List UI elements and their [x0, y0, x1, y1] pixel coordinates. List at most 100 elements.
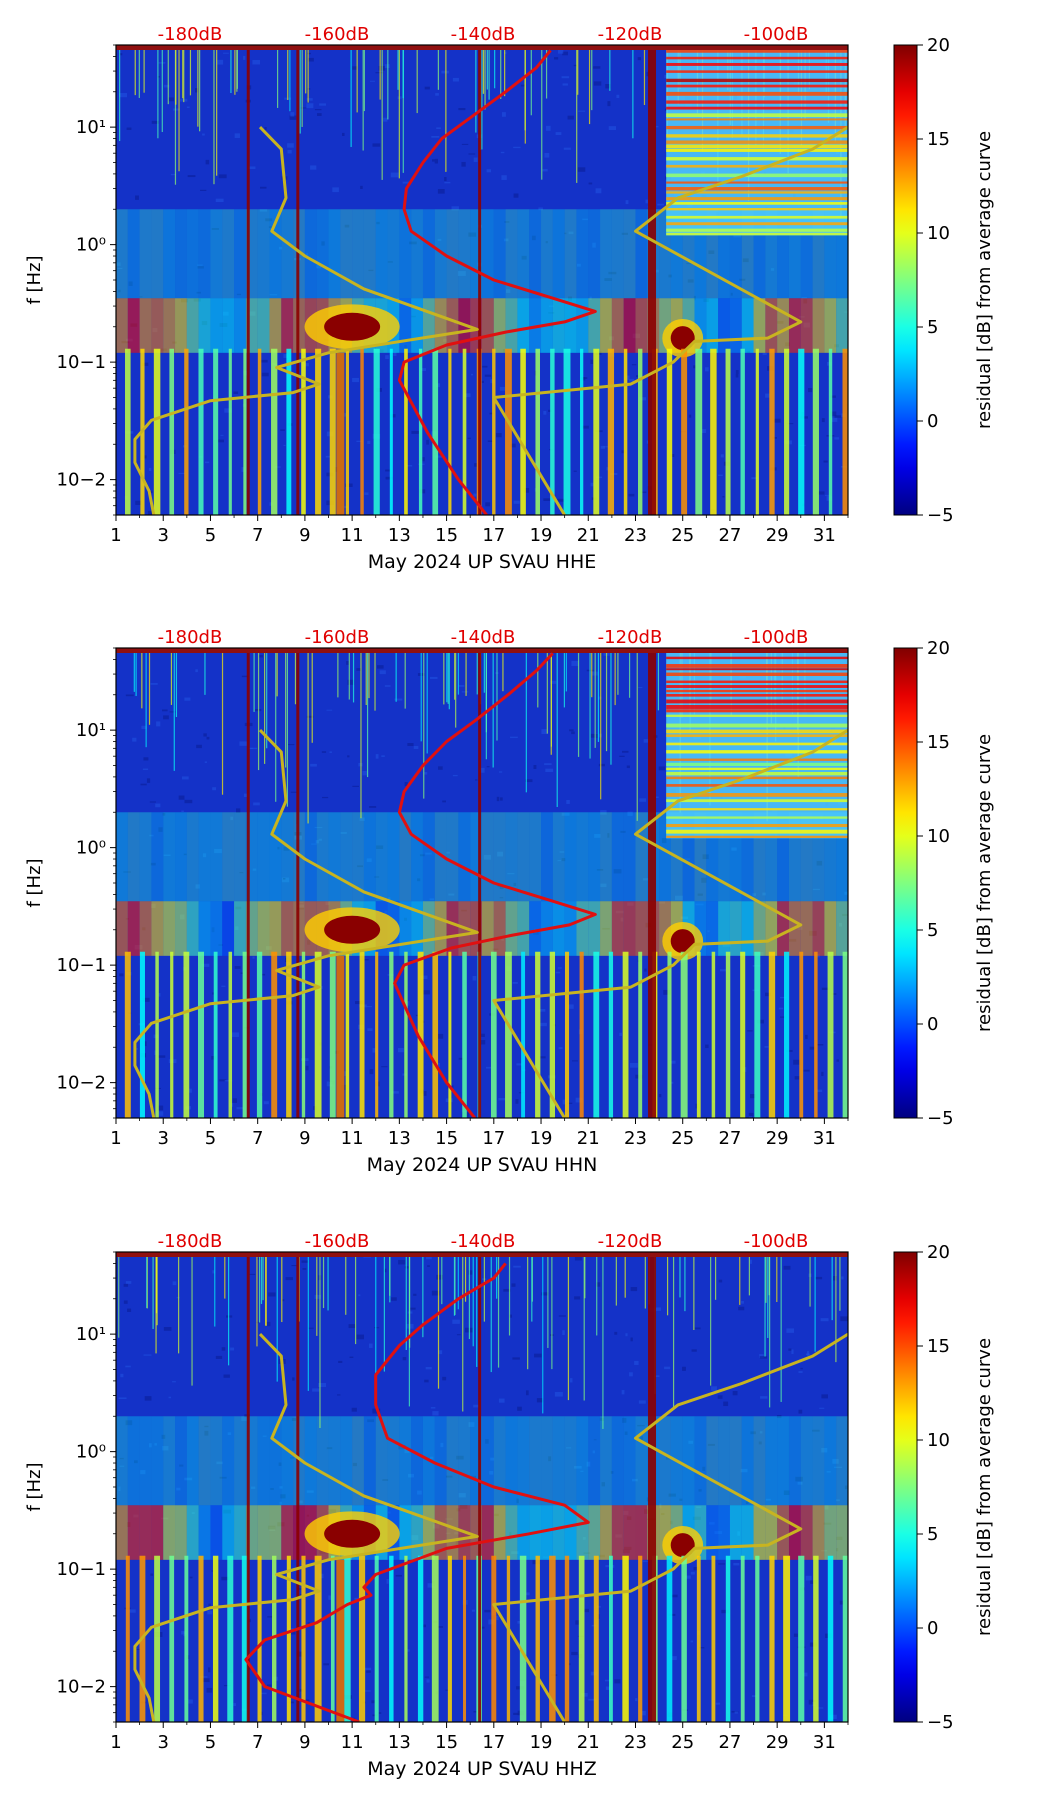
microseism-cell	[493, 1505, 506, 1560]
hf-line	[135, 648, 137, 696]
haze-cell	[316, 209, 329, 299]
lowfreq-streak	[389, 348, 393, 515]
hf-line	[445, 45, 447, 172]
noise-speck	[445, 1475, 453, 1478]
noise-speck	[542, 168, 548, 172]
lowfreq-streak	[432, 348, 439, 515]
noise-speck	[230, 816, 234, 821]
hf-line	[157, 45, 159, 139]
haze-cell	[777, 209, 789, 299]
noise-speck	[187, 175, 196, 178]
noise-speck	[821, 1071, 824, 1077]
haze-cell	[316, 1416, 329, 1506]
hf-line	[224, 1252, 226, 1299]
lowfreq-streak	[768, 951, 776, 1118]
lowfreq-streak	[769, 1555, 775, 1722]
residual-stripe	[666, 222, 848, 226]
hf-line	[483, 648, 485, 693]
x-axis-label: May 2024 UP SVAU HHN	[367, 1154, 598, 1176]
noise-speck	[805, 1575, 812, 1581]
noise-speck	[541, 729, 547, 735]
microseism-cell	[729, 298, 742, 353]
hf-line	[352, 648, 355, 703]
microseism-cell	[411, 901, 423, 956]
noise-speck	[364, 1667, 372, 1671]
noise-speck	[605, 1686, 611, 1690]
noise-speck	[538, 1008, 546, 1012]
noise-speck	[832, 1458, 839, 1464]
noise-speck	[631, 1478, 638, 1482]
haze-cell	[541, 209, 553, 299]
spectrogram	[116, 1252, 848, 1722]
noise-speck	[653, 1375, 660, 1378]
noise-speck	[250, 1486, 256, 1489]
microseism-cell	[234, 901, 246, 956]
noise-speck	[150, 683, 158, 685]
noise-speck	[682, 1366, 686, 1371]
hf-line	[455, 648, 457, 728]
noise-speck	[605, 84, 611, 89]
noise-speck	[803, 1672, 808, 1677]
lowfreq-streak	[711, 951, 716, 1118]
noise-speck	[306, 715, 314, 718]
noise-speck	[368, 269, 374, 272]
noise-speck	[701, 429, 707, 434]
noise-speck	[367, 1028, 373, 1032]
noise-speck	[125, 1420, 133, 1426]
noise-speck	[181, 810, 184, 813]
haze-cell	[741, 1416, 754, 1506]
lowfreq-streak	[417, 1555, 424, 1722]
haze-cell	[234, 209, 246, 299]
haze-cell	[682, 812, 695, 902]
microseism-cell	[482, 298, 494, 353]
noise-speck	[329, 751, 332, 753]
noise-speck	[300, 107, 307, 109]
noise-speck	[128, 281, 133, 286]
noise-speck	[123, 1283, 129, 1287]
haze-cell	[434, 209, 447, 299]
top-db-label: -140dB	[451, 1231, 516, 1252]
noise-speck	[468, 1270, 473, 1275]
x-tick-label: 27	[718, 1128, 741, 1149]
haze-cell	[623, 812, 636, 902]
noise-speck	[779, 1016, 786, 1018]
hf-line	[420, 648, 422, 742]
hf-line	[134, 45, 136, 96]
noise-speck	[489, 1470, 494, 1475]
noise-speck	[452, 1319, 460, 1324]
noise-speck	[404, 782, 408, 787]
noise-speck	[204, 461, 210, 464]
lowfreq-streak	[740, 348, 745, 515]
noise-speck	[212, 992, 215, 995]
noise-speck	[479, 767, 485, 773]
top-db-label: -180dB	[158, 24, 223, 45]
noise-speck	[119, 1457, 124, 1460]
residual-stripe	[666, 729, 848, 734]
microseism-cell	[576, 901, 589, 956]
residual-stripe	[666, 750, 848, 754]
noise-speck	[829, 411, 837, 416]
x-tick-label: 21	[577, 1732, 600, 1753]
lowfreq-streak	[431, 1555, 439, 1722]
noise-speck	[378, 1712, 382, 1714]
noise-speck	[168, 1396, 172, 1399]
microseism-cell	[482, 1505, 494, 1560]
lowfreq-streak	[681, 1555, 687, 1722]
hf-line	[175, 45, 177, 105]
noise-speck	[372, 1048, 377, 1053]
noise-speck	[382, 1479, 389, 1481]
noise-speck	[139, 296, 143, 298]
residual-stripe	[666, 704, 848, 709]
noise-speck	[179, 1464, 184, 1467]
lowfreq-streak	[404, 1555, 408, 1722]
microseism-cell	[824, 1505, 837, 1560]
noise-speck	[442, 1376, 447, 1381]
hf-line	[486, 45, 488, 90]
hf-line	[327, 1252, 329, 1311]
lowfreq-streak	[769, 348, 775, 515]
residual-stripe	[666, 181, 848, 184]
lowfreq-streak	[155, 951, 159, 1118]
strong-streak	[336, 955, 345, 1118]
noise-speck	[431, 1290, 440, 1296]
noise-speck	[731, 847, 737, 851]
